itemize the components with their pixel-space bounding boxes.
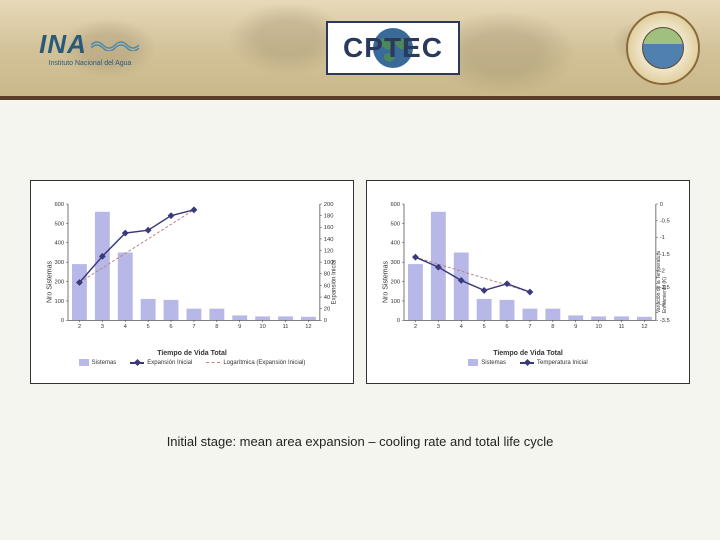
svg-text:160: 160 [324, 225, 334, 231]
ina-subtitle: Instituto Nacional del Agua [49, 60, 132, 67]
svg-text:80: 80 [324, 272, 330, 278]
svg-text:-3.5: -3.5 [660, 318, 670, 324]
content-area: Nro Sistemas Expansión Inicial 010020030… [0, 100, 720, 469]
svg-text:300: 300 [54, 260, 64, 266]
legend-item: Temperatura Inicial [520, 359, 588, 366]
svg-text:200: 200 [54, 279, 64, 285]
svg-text:8: 8 [551, 324, 554, 330]
svg-text:600: 600 [390, 202, 400, 208]
svg-text:3: 3 [101, 324, 104, 330]
legend-item: Expansión Inicial [130, 359, 192, 366]
cptec-logo-text: CPTEC [343, 32, 443, 64]
x-axis-label: Tiempo de Vida Total [37, 350, 347, 357]
svg-text:120: 120 [324, 248, 334, 254]
svg-text:300: 300 [390, 260, 400, 266]
legend-item: Logarítmica (Expansión Inicial) [206, 359, 305, 366]
header-banner: INA Instituto Nacional del Agua CPTEC [0, 0, 720, 100]
svg-text:2: 2 [78, 324, 81, 330]
legend-item: Sistemas [468, 359, 506, 366]
svg-text:600: 600 [54, 202, 64, 208]
y2-axis-label: Expansión Inicial [331, 259, 337, 304]
svg-text:10: 10 [595, 324, 601, 330]
ina-logo-text: INA [39, 29, 87, 60]
cptec-logo: CPTEC [326, 21, 460, 75]
svg-text:200: 200 [390, 279, 400, 285]
svg-text:0: 0 [660, 202, 663, 208]
svg-text:12: 12 [641, 324, 647, 330]
svg-text:4: 4 [460, 324, 464, 330]
svg-text:5: 5 [483, 324, 486, 330]
chart-left-legend: Sistemas Expansión Inicial Logarítmica (… [37, 359, 347, 366]
seal-inner-icon [642, 27, 684, 69]
chart-left-svg: 0100200300400500600020406080100120140160… [37, 187, 347, 347]
svg-text:200: 200 [324, 202, 334, 208]
svg-text:4: 4 [124, 324, 128, 330]
svg-text:5: 5 [147, 324, 150, 330]
svg-text:8: 8 [215, 324, 218, 330]
caption-text: Initial stage: mean area expansion – coo… [30, 434, 690, 449]
svg-text:100: 100 [54, 299, 64, 305]
chart-left: Nro Sistemas Expansión Inicial 010020030… [30, 180, 354, 384]
chart-right-svg: 0100200300400500600-3.5-3-2.5-2-1.5-1-0.… [373, 187, 683, 347]
svg-text:60: 60 [324, 283, 330, 289]
svg-text:11: 11 [619, 324, 625, 330]
ina-logo: INA Instituto Nacional del Agua [20, 18, 160, 78]
svg-text:6: 6 [505, 324, 508, 330]
y1-axis-label: Nro Sistemas [383, 261, 390, 303]
svg-text:40: 40 [324, 295, 330, 301]
svg-text:2: 2 [414, 324, 417, 330]
svg-text:10: 10 [259, 324, 265, 330]
seal-logo [626, 11, 700, 85]
svg-text:400: 400 [54, 241, 64, 247]
svg-text:9: 9 [574, 324, 577, 330]
chart-right-legend: Sistemas Temperatura Inicial [373, 359, 683, 366]
svg-text:400: 400 [390, 241, 400, 247]
svg-text:7: 7 [528, 324, 531, 330]
y2-axis-label: Variación de la Temperatura Enfriamiento… [656, 251, 668, 313]
svg-text:180: 180 [324, 214, 334, 220]
svg-text:7: 7 [192, 324, 195, 330]
svg-text:500: 500 [54, 221, 64, 227]
svg-text:-1: -1 [660, 235, 665, 241]
svg-text:0: 0 [61, 318, 64, 324]
legend-item: Sistemas [79, 359, 117, 366]
svg-text:0: 0 [397, 318, 400, 324]
svg-text:-0.5: -0.5 [660, 219, 670, 225]
y1-axis-label: Nro Sistemas [47, 261, 54, 303]
svg-text:140: 140 [324, 237, 334, 243]
svg-text:100: 100 [390, 299, 400, 305]
svg-text:9: 9 [238, 324, 241, 330]
svg-text:20: 20 [324, 307, 330, 313]
svg-text:500: 500 [390, 221, 400, 227]
wave-icon [91, 39, 141, 51]
svg-text:12: 12 [305, 324, 311, 330]
chart-right: Nro Sistemas Variación de la Temperatura… [366, 180, 690, 384]
svg-text:3: 3 [437, 324, 440, 330]
x-axis-label: Tiempo de Vida Total [373, 350, 683, 357]
svg-text:0: 0 [324, 318, 327, 324]
svg-text:6: 6 [169, 324, 172, 330]
charts-row: Nro Sistemas Expansión Inicial 010020030… [30, 180, 690, 384]
svg-text:11: 11 [283, 324, 289, 330]
